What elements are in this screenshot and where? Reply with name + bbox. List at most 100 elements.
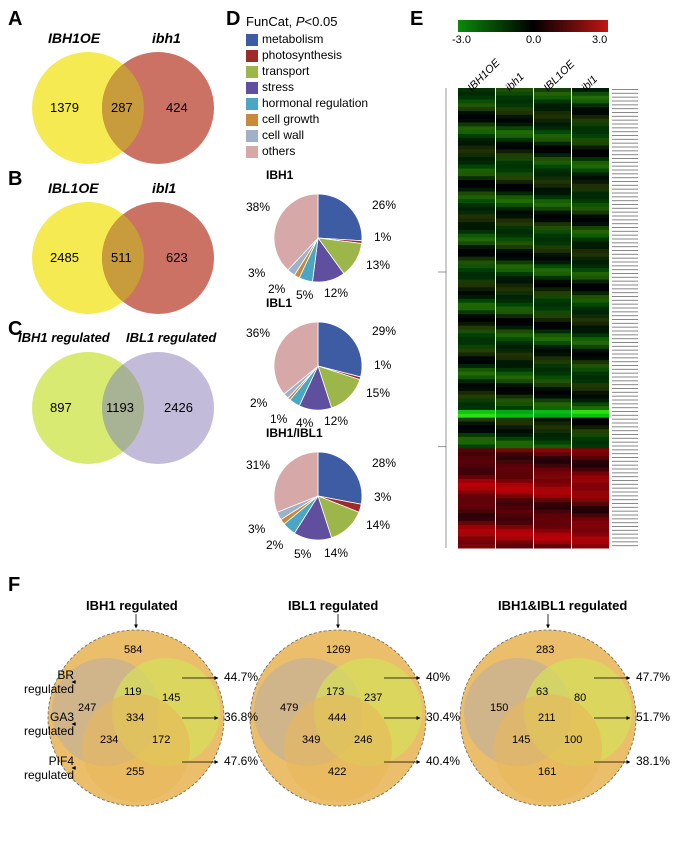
venn-count: 584 (124, 644, 142, 656)
dendrogram (438, 88, 446, 548)
pie-percent: 36% (246, 326, 270, 340)
legend-item: metabolism (246, 32, 323, 46)
pie-percent: 31% (246, 458, 270, 472)
legend-label: metabolism (262, 32, 323, 46)
venn-percent: 40.4% (426, 754, 460, 768)
pie-chart (274, 322, 362, 410)
pie-percent: 3% (374, 490, 391, 504)
venn-count: 173 (326, 686, 344, 698)
panel-label-e: E (410, 8, 423, 31)
legend-item: stress (246, 80, 294, 94)
venn-title: IBL1OE (48, 180, 99, 196)
pie-title: IBH1 (266, 168, 293, 182)
pie-percent: 15% (366, 386, 390, 400)
venn-count: 1269 (326, 644, 350, 656)
pie-percent: 2% (266, 538, 283, 552)
panel-label-b: B (8, 168, 22, 191)
venn-value: 1193 (106, 400, 134, 415)
venn-count: 422 (328, 766, 346, 778)
pie-percent: 2% (250, 396, 267, 410)
legend-label: stress (262, 80, 294, 94)
venn-value: 2426 (164, 400, 193, 415)
venn-percent: 38.1% (636, 754, 670, 768)
legend-item: others (246, 144, 295, 158)
pie-percent: 13% (366, 258, 390, 272)
venn-count: 119 (124, 686, 142, 698)
legend-item: photosynthesis (246, 48, 342, 62)
pie-percent: 14% (366, 518, 390, 532)
venn-title: ibh1 (152, 30, 181, 46)
venn-count: 255 (126, 766, 144, 778)
legend-label: cell wall (262, 128, 304, 142)
legend-swatch (246, 130, 258, 142)
venn-title: ibl1 (152, 180, 176, 196)
legend-swatch (246, 114, 258, 126)
venn-count: 80 (574, 692, 586, 704)
venn-value: 2485 (50, 250, 79, 265)
venn-count: 334 (126, 712, 144, 724)
panel-f-side-label: GA3regulated (14, 710, 74, 738)
venn-count: 479 (280, 702, 298, 714)
venn-count: 444 (328, 712, 346, 724)
venn-title: IBH1OE (48, 30, 100, 46)
pie-percent: 12% (324, 414, 348, 428)
scale-label: 0.0 (526, 34, 541, 46)
scale-label: -3.0 (452, 34, 471, 46)
venn-count: 100 (564, 734, 582, 746)
venn-title: IBL1 regulated (126, 330, 216, 345)
pie-percent: 12% (324, 286, 348, 300)
panel-f-side-label: BRregulated (14, 668, 74, 696)
legend-swatch (246, 66, 258, 78)
venn-count: 161 (538, 766, 556, 778)
legend-swatch (246, 34, 258, 46)
legend-swatch (246, 82, 258, 94)
pie-title: IBH1/IBL1 (266, 426, 323, 440)
venn-title: IBH1 regulated (18, 330, 110, 345)
venn-percent: 36.8% (224, 710, 258, 724)
panel-label-f: F (8, 574, 20, 597)
pie-percent: 26% (372, 198, 396, 212)
panel-f-side-label: PIF4regulated (14, 754, 74, 782)
venn-count: 246 (354, 734, 372, 746)
venn-value: 511 (111, 250, 132, 265)
panel-label-a: A (8, 8, 22, 31)
scale-label: 3.0 (592, 34, 607, 46)
venn-value: 287 (111, 100, 133, 115)
venn-percent: 47.7% (636, 670, 670, 684)
legend-item: cell wall (246, 128, 304, 142)
venn-count: 145 (162, 692, 180, 704)
venn-percent: 47.6% (224, 754, 258, 768)
panel-f-title: IBH1&IBL1 regulated (498, 598, 627, 613)
venn-count: 237 (364, 692, 382, 704)
pie-chart (274, 194, 362, 282)
venn-count: 63 (536, 686, 548, 698)
heatmap (458, 88, 609, 549)
pie-percent: 5% (294, 547, 311, 561)
pie-percent: 5% (296, 288, 313, 302)
pie-percent: 1% (270, 412, 287, 426)
legend-item: cell growth (246, 112, 319, 126)
pie-percent: 29% (372, 324, 396, 338)
venn-count: 145 (512, 734, 530, 746)
venn-count: 349 (302, 734, 320, 746)
legend-label: hormonal regulation (262, 96, 368, 110)
gene-labels (612, 89, 638, 546)
venn-percent: 51.7% (636, 710, 670, 724)
venn-value: 1379 (50, 100, 79, 115)
venn-count: 247 (78, 702, 96, 714)
venn-value: 897 (50, 400, 72, 415)
legend-label: photosynthesis (262, 48, 342, 62)
pie-title: IBL1 (266, 296, 292, 310)
legend-item: transport (246, 64, 309, 78)
panel-f-title: IBH1 regulated (86, 598, 178, 613)
pie-percent: 2% (268, 282, 285, 296)
legend-item: hormonal regulation (246, 96, 368, 110)
funcat-title: FunCat, P<0.05 (246, 14, 337, 29)
panel-label-d: D (226, 8, 240, 31)
pie-chart (274, 452, 362, 540)
venn-value: 623 (166, 250, 188, 265)
venn-value: 424 (166, 100, 188, 115)
legend-label: cell growth (262, 112, 319, 126)
pie-percent: 1% (374, 230, 391, 244)
venn-percent: 40% (426, 670, 450, 684)
